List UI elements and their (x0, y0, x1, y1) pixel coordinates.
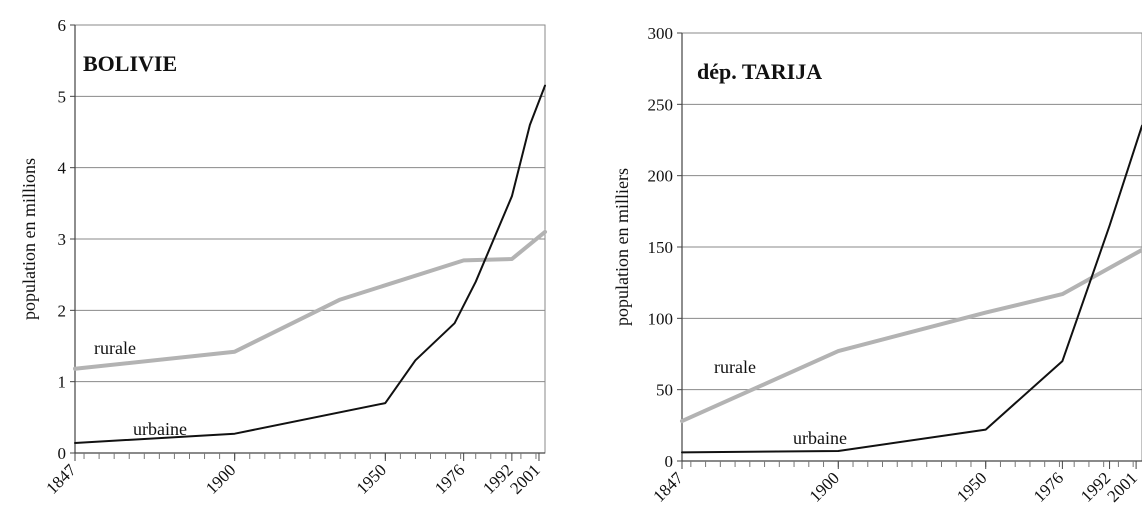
x-tick-label: 1847 (649, 468, 687, 506)
series-line-urbaine (74, 84, 546, 444)
x-tick-label: 1976 (431, 460, 468, 497)
y-tick-label: 200 (648, 167, 674, 186)
series-label-rurale: rurale (714, 357, 756, 377)
series-line-rurale (680, 247, 1142, 424)
y-tick-label: 1 (58, 373, 67, 392)
x-tick-label: 1950 (353, 460, 390, 497)
x-tick-label: 1847 (42, 460, 80, 498)
y-tick-label: 2 (58, 301, 67, 320)
y-tick-label: 3 (58, 230, 67, 249)
y-axis-label: population en milliers (612, 168, 632, 326)
y-tick-label: 6 (58, 16, 67, 35)
series-line-urbaine (681, 124, 1142, 454)
chart-title: dép. TARIJA (697, 59, 822, 84)
y-tick-label: 100 (648, 309, 674, 328)
series-label-rurale: rurale (94, 338, 136, 358)
series-line-rurale (73, 229, 547, 371)
y-axis-label: population en millions (19, 158, 39, 320)
x-tick-label: 2001 (506, 460, 543, 497)
series-label-urbaine: urbaine (133, 419, 187, 439)
y-tick-label: 250 (648, 95, 674, 114)
x-tick-label: 1900 (806, 468, 843, 505)
chart-title: BOLIVIE (83, 51, 177, 76)
y-tick-label: 50 (656, 381, 673, 400)
y-tick-label: 0 (58, 444, 67, 463)
series-label-urbaine: urbaine (793, 428, 847, 448)
x-tick-label: 1950 (953, 468, 990, 505)
x-tick-label: 1976 (1030, 468, 1067, 505)
y-tick-label: 0 (665, 452, 674, 471)
y-tick-label: 5 (58, 87, 67, 106)
x-tick-label: 2001 (1103, 468, 1140, 505)
y-tick-label: 150 (648, 238, 674, 257)
x-tick-label: 1900 (202, 460, 239, 497)
y-tick-label: 300 (648, 24, 674, 43)
y-tick-label: 4 (58, 159, 67, 178)
